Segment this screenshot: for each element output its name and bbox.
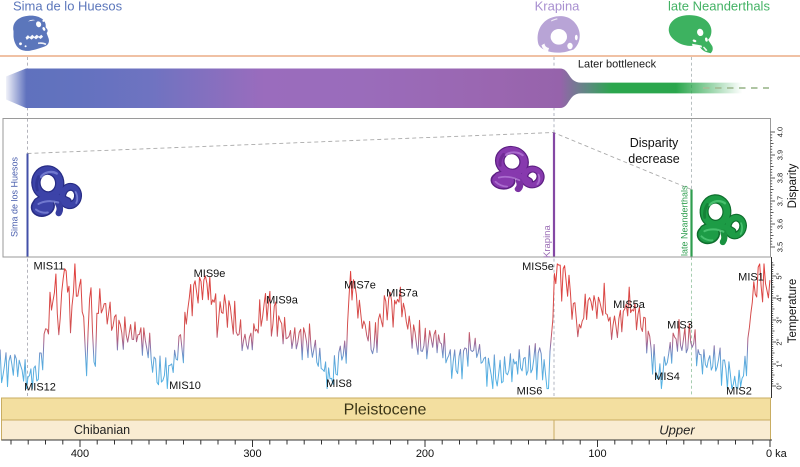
svg-text:2°: 2°	[775, 338, 784, 345]
svg-text:3.6: 3.6	[776, 219, 785, 229]
svg-text:Pleistocene: Pleistocene	[344, 402, 427, 419]
svg-text:Disparity: Disparity	[787, 163, 799, 208]
svg-text:200: 200	[416, 448, 434, 460]
svg-text:3°: 3°	[775, 316, 784, 323]
svg-text:MIS7a: MIS7a	[386, 288, 419, 300]
svg-text:MIS9e: MIS9e	[194, 268, 226, 280]
svg-text:5°: 5°	[775, 272, 784, 279]
svg-text:Krapina: Krapina	[542, 225, 553, 258]
svg-text:Sima de los Huesos: Sima de los Huesos	[10, 156, 20, 237]
svg-text:decrease: decrease	[628, 152, 679, 166]
svg-text:MIS12: MIS12	[24, 382, 56, 394]
svg-text:Krapina: Krapina	[535, 0, 581, 14]
svg-text:1°: 1°	[775, 360, 784, 367]
svg-text:300: 300	[243, 448, 261, 460]
svg-text:3.7: 3.7	[776, 196, 785, 206]
svg-text:late Neanderthals: late Neanderthals	[668, 0, 770, 14]
svg-text:4.0: 4.0	[776, 127, 785, 137]
svg-text:Later bottleneck: Later bottleneck	[578, 59, 657, 71]
svg-text:Upper: Upper	[659, 423, 695, 438]
svg-text:100: 100	[588, 448, 606, 460]
svg-text:MIS9a: MIS9a	[266, 295, 299, 307]
svg-text:MIS3: MIS3	[667, 320, 693, 332]
svg-text:MIS10: MIS10	[169, 380, 201, 392]
svg-text:MIS5e: MIS5e	[522, 261, 554, 273]
svg-text:3.8: 3.8	[776, 173, 785, 183]
svg-text:3.9: 3.9	[776, 150, 785, 160]
svg-text:3.5: 3.5	[776, 242, 785, 252]
svg-text:Disparity: Disparity	[630, 136, 679, 150]
svg-text:Sima de lo Huesos: Sima de lo Huesos	[13, 0, 123, 14]
svg-text:400: 400	[71, 448, 89, 460]
svg-text:MIS7e: MIS7e	[344, 280, 376, 292]
svg-text:Chibanian: Chibanian	[74, 423, 130, 437]
svg-text:MIS4: MIS4	[654, 371, 680, 383]
svg-text:MIS1: MIS1	[738, 272, 764, 284]
svg-text:4°: 4°	[775, 294, 784, 301]
svg-text:MIS6: MIS6	[517, 386, 543, 398]
svg-text:0 ka: 0 ka	[766, 448, 788, 460]
svg-text:MIS2: MIS2	[726, 386, 752, 398]
svg-text:MIS5a: MIS5a	[613, 299, 646, 311]
svg-text:Temperature: Temperature	[787, 279, 799, 344]
svg-text:late Neanderthals: late Neanderthals	[680, 185, 690, 256]
svg-text:0°: 0°	[775, 382, 784, 389]
svg-text:MIS11: MIS11	[34, 261, 65, 273]
svg-text:MIS8: MIS8	[326, 378, 352, 390]
